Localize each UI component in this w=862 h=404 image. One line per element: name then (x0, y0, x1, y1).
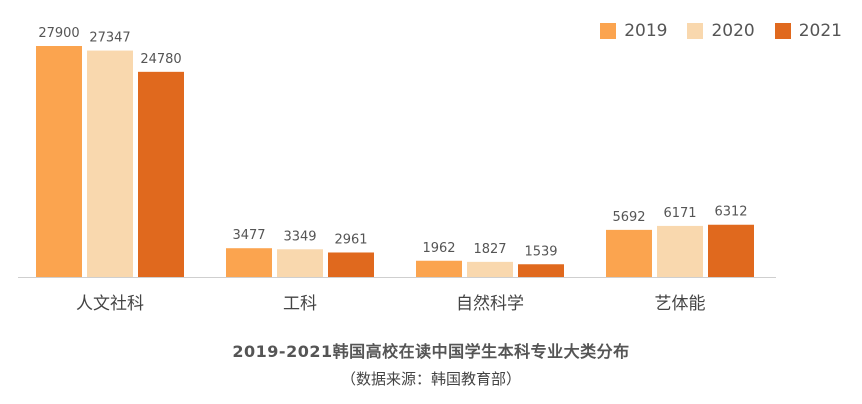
data-label-2019-0: 27900 (38, 26, 79, 41)
legend-swatch-2021 (774, 23, 791, 39)
legend-item-2019: 2019 (600, 21, 667, 41)
data-label-2021-1: 2961 (334, 232, 367, 247)
bar-2019-0 (36, 46, 82, 277)
bar-2020-2 (467, 261, 513, 277)
bar-2020-1 (277, 249, 323, 277)
bar-2019-2 (416, 260, 462, 277)
data-label-2020-0: 27347 (89, 31, 130, 46)
legend-item-2020: 2020 (687, 21, 755, 41)
data-label-2021-3: 6312 (714, 205, 747, 220)
data-label-2020-3: 6171 (663, 206, 696, 221)
bar-2021-0 (138, 71, 184, 277)
bar-2021-1 (328, 252, 374, 277)
chart-title: 2019-2021韩国高校在读中国学生本科专业大类分布 (232, 342, 630, 361)
bar-2020-3 (657, 225, 703, 277)
legend-item-2021: 2021 (774, 21, 842, 41)
legend-label-2019: 2019 (624, 21, 668, 41)
category-label-3: 艺体能 (655, 294, 706, 314)
category-label-1: 工科 (283, 294, 317, 314)
legend-label-2021: 2021 (798, 21, 842, 41)
chart-source: （数据来源：韩国教育部） (340, 370, 521, 388)
data-label-2019-3: 5692 (612, 210, 645, 225)
data-label-2020-1: 3349 (283, 229, 316, 244)
chart-title-block: 2019-2021韩国高校在读中国学生本科专业大类分布 （数据来源：韩国教育部） (0, 338, 862, 389)
bar-2020-0 (87, 50, 133, 278)
bar-2021-2 (518, 264, 564, 277)
data-label-2020-2: 1827 (473, 242, 506, 257)
legend: 2019 2020 2021 (600, 21, 842, 41)
data-label-2021-2: 1539 (524, 244, 557, 259)
data-label-2019-1: 3477 (232, 228, 265, 243)
bar-2021-3 (708, 224, 754, 277)
bar-2019-1 (226, 248, 272, 277)
data-label-2019-2: 1962 (422, 241, 455, 256)
legend-label-2020: 2020 (711, 21, 755, 41)
category-label-0: 人文社科 (76, 294, 144, 314)
legend-swatch-2020 (687, 23, 704, 39)
bar-2019-3 (606, 229, 652, 277)
legend-swatch-2019 (600, 23, 617, 39)
category-label-2: 自然科学 (456, 294, 524, 314)
data-label-2021-0: 24780 (140, 52, 181, 67)
